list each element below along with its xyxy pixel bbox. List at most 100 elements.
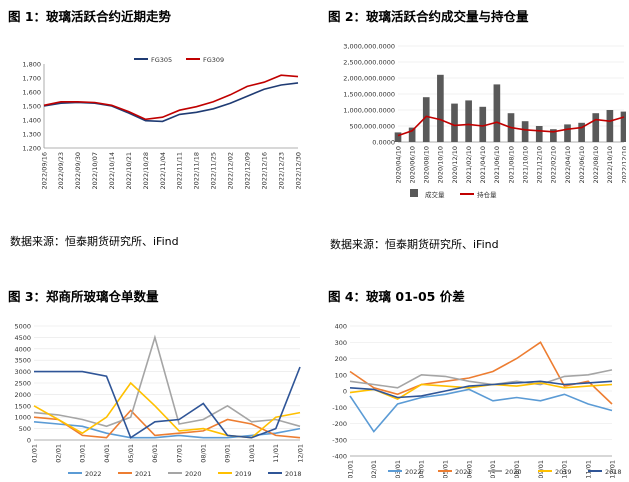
legend-label: 持仓量 <box>477 190 497 199</box>
y-tick-label: 0.0000 <box>372 139 395 147</box>
y-tick-label: 1,200 <box>22 145 41 153</box>
y-tick-label: 0 <box>27 437 31 445</box>
bar <box>451 103 458 142</box>
x-tick-label: 05/01 <box>442 460 450 478</box>
chart-3-svg: 0 500 1000 1500 2000 2500 3000 3500 4000 4500 5000… <box>14 323 304 479</box>
series-line-2018 <box>34 366 301 439</box>
legend-label: FG309 <box>203 56 224 64</box>
x-tick-label: 11/01 <box>272 444 280 463</box>
x-tick-label: 2022/10/21 <box>125 152 133 189</box>
y-tick-label: 2,000,000.0000 <box>343 75 395 83</box>
series-line-2020 <box>349 369 613 389</box>
chart-2-svg: 0.0000 500,000.0000 1,000,000.0000 1,500,00… <box>343 43 628 200</box>
y-tick-label: 1,500,000.0000 <box>343 91 395 99</box>
chart-2: 0.0000 500,000.0000 1,000,000.0000 1,500,00… <box>328 26 628 226</box>
x-tick-label: 2020/04/10 <box>394 146 402 183</box>
figure-2-title: 图 2：玻璃活跃合约成交量与持仓量 <box>328 9 529 24</box>
legend-label: 2020 <box>185 470 202 478</box>
figure-2-source: 数据来源：恒泰期货研究所、iFind <box>330 238 499 251</box>
y-tick-label: 500 <box>19 425 31 433</box>
bar <box>493 84 501 142</box>
figure-3-title: 图 3：郑商所玻璃仓单数量 <box>8 289 159 304</box>
figure-1-source: 数据来源：恒泰期货研究所、iFind <box>10 235 179 248</box>
x-tick-label: 2022/12/30 <box>294 152 302 189</box>
x-tick-label: 11/01 <box>584 460 592 478</box>
figure-1-title: 图 1：玻璃活跃合约近期走势 <box>8 9 172 24</box>
y-tick-label: 300 <box>335 339 347 347</box>
series-line-2020 <box>33 334 301 428</box>
bar <box>521 121 529 142</box>
x-tick-label: 2020/12/10 <box>451 146 459 183</box>
bar <box>578 122 585 142</box>
y-tick-label: 1,300 <box>22 131 41 139</box>
legend-label: 2021 <box>135 470 152 478</box>
y-tick-label: -100 <box>332 404 347 412</box>
figure-4-title: 图 4：玻璃 01-05 价差 <box>328 289 465 304</box>
y-tick-label: 2,500,000.0000 <box>343 59 395 67</box>
x-tick-label: 2020/10/10 <box>437 146 445 183</box>
y-tick-label: 1,800 <box>22 61 41 69</box>
y-tick-label: 1000 <box>14 414 31 422</box>
series-line-2021 <box>349 341 613 405</box>
chart-4: -400 -300 -200 -100 0 100 200 300 400 01/01 02/01 0… <box>330 316 626 479</box>
x-tick-label: 07/01 <box>489 460 497 478</box>
y-tick-label: -200 <box>332 420 347 428</box>
x-tick-label: 2022/09/23 <box>57 152 65 189</box>
bar <box>535 126 543 142</box>
x-tick-label: 2022/04/10 <box>564 146 572 183</box>
y-tick-label: 100 <box>335 371 347 379</box>
y-tick-label: 1,700 <box>22 75 41 83</box>
x-tick-label: 2022/10/07 <box>91 152 99 189</box>
x-tick-label: 02/01 <box>370 460 378 478</box>
x-tick-label: 2021/10/10 <box>521 146 529 183</box>
y-tick-label: 500,000.0000 <box>350 123 396 131</box>
chart-1: 1,200 1,300 1,400 1,500 1,600 1,700 1,800 2022/… <box>8 26 318 222</box>
x-tick-label: 06/01 <box>465 460 473 478</box>
x-tick-label: 04/01 <box>103 444 111 463</box>
x-tick-label: 2022/09/30 <box>74 152 82 189</box>
x-tick-label: 07/01 <box>175 444 183 463</box>
bar <box>550 129 557 142</box>
y-tick-label: 1,600 <box>22 89 41 97</box>
x-tick-label: 2022/12/23 <box>277 152 285 189</box>
x-tick-label: 12/01 <box>296 444 304 463</box>
x-tick-label: 09/01 <box>224 444 232 463</box>
legend-label: FG305 <box>151 56 172 64</box>
bar <box>465 100 472 142</box>
legend-label: 2020 <box>505 468 522 476</box>
y-tick-label: 4500 <box>14 334 31 342</box>
bar <box>479 106 487 142</box>
bar <box>422 97 430 142</box>
series-line-FG309 <box>43 74 299 121</box>
x-tick-label: 02/01 <box>54 444 62 463</box>
x-tick-label: 04/01 <box>418 460 426 478</box>
y-tick-label: 200 <box>335 355 347 363</box>
y-tick-label: 1,000,000.0000 <box>343 107 395 115</box>
y-tick-label: 400 <box>335 323 347 331</box>
y-tick-label: 3,000,000.0000 <box>343 43 395 51</box>
legend-label: 2022 <box>405 468 422 476</box>
legend-label: 2018 <box>605 468 622 476</box>
x-tick-label: 2022/08/10 <box>592 146 600 183</box>
x-tick-label: 2022/12/16 <box>260 152 268 189</box>
chart-4-svg: -400 -300 -200 -100 0 100 200 300 400 01/01 02/01 0… <box>332 323 622 479</box>
legend-swatch <box>410 189 418 197</box>
y-tick-label: 5000 <box>14 323 31 331</box>
y-tick-label: 4000 <box>14 345 31 353</box>
x-tick-label: 2022/02/10 <box>550 146 558 183</box>
x-tick-label: 12/01 <box>608 460 616 478</box>
chart-3: 0 500 1000 1500 2000 2500 3000 3500 4000 4500 5000… <box>8 310 308 479</box>
x-tick-label: 2022/11/04 <box>159 152 167 189</box>
y-tick-label: 2500 <box>14 380 31 388</box>
y-tick-label: 1,500 <box>22 103 41 111</box>
x-tick-label: 2022/10/10 <box>606 146 614 183</box>
legend-label: 2021 <box>455 468 472 476</box>
x-tick-label: 2020/08/10 <box>423 146 431 183</box>
x-tick-label: 2021/02/10 <box>465 146 473 183</box>
legend-label: 2019 <box>555 468 572 476</box>
bar <box>408 127 416 142</box>
series-line-持仓量 <box>397 115 625 137</box>
bar <box>606 110 614 142</box>
x-tick-label: 10/01 <box>561 460 569 478</box>
bar <box>620 111 628 142</box>
